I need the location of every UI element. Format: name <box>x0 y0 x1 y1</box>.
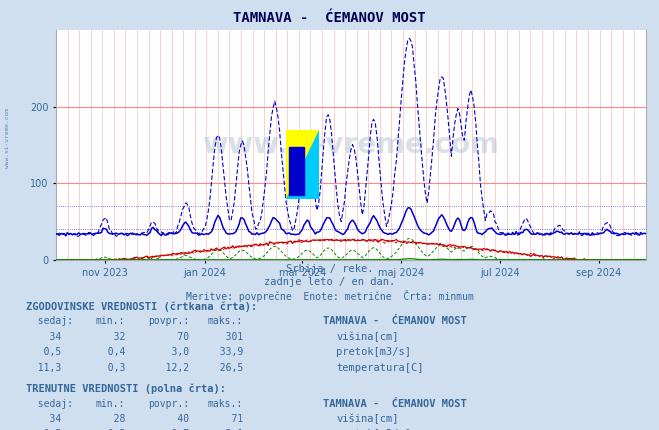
Polygon shape <box>289 147 304 195</box>
Text: 28: 28 <box>96 414 125 424</box>
Text: povpr.:: povpr.: <box>148 316 189 326</box>
Text: 33,9: 33,9 <box>208 347 243 357</box>
Text: TRENUTNE VREDNOSTI (polna črta):: TRENUTNE VREDNOSTI (polna črta): <box>26 383 226 393</box>
Text: višina[cm]: višina[cm] <box>336 332 399 342</box>
Text: višina[cm]: višina[cm] <box>336 414 399 424</box>
Text: min.:: min.: <box>96 316 125 326</box>
Text: povpr.:: povpr.: <box>148 399 189 408</box>
Text: zadnje leto / en dan.: zadnje leto / en dan. <box>264 277 395 287</box>
Text: 0,3: 0,3 <box>96 363 125 373</box>
Text: temperatura[C]: temperatura[C] <box>336 363 424 373</box>
Polygon shape <box>286 130 318 199</box>
Text: sedaj:: sedaj: <box>26 399 73 408</box>
Text: 11,3: 11,3 <box>26 363 61 373</box>
Text: TAMNAVA -  ĆEMANOV MOST: TAMNAVA - ĆEMANOV MOST <box>323 399 467 408</box>
Text: 71: 71 <box>208 414 243 424</box>
Text: www.si-vreme.com: www.si-vreme.com <box>5 108 11 168</box>
Text: 40: 40 <box>148 414 189 424</box>
Text: ZGODOVINSKE VREDNOSTI (črtkana črta):: ZGODOVINSKE VREDNOSTI (črtkana črta): <box>26 301 258 311</box>
Text: 301: 301 <box>208 332 243 342</box>
Text: 70: 70 <box>148 332 189 342</box>
Text: TAMNAVA -  ĆEMANOV MOST: TAMNAVA - ĆEMANOV MOST <box>233 11 426 25</box>
Text: 0,5: 0,5 <box>26 347 61 357</box>
Text: min.:: min.: <box>96 399 125 408</box>
Text: Srbija / reke.: Srbija / reke. <box>286 264 373 274</box>
Text: www.si-vreme.com: www.si-vreme.com <box>202 131 500 159</box>
Text: Meritve: povprečne  Enote: metrične  Črta: minmum: Meritve: povprečne Enote: metrične Črta:… <box>186 290 473 302</box>
Text: 34: 34 <box>26 414 61 424</box>
Text: 32: 32 <box>96 332 125 342</box>
Text: 26,5: 26,5 <box>208 363 243 373</box>
Text: maks.:: maks.: <box>208 316 243 326</box>
Text: 0,4: 0,4 <box>96 347 125 357</box>
Text: maks.:: maks.: <box>208 399 243 408</box>
Text: 12,2: 12,2 <box>148 363 189 373</box>
Polygon shape <box>286 130 318 199</box>
Text: pretok[m3/s]: pretok[m3/s] <box>336 347 411 357</box>
Text: TAMNAVA -  ĆEMANOV MOST: TAMNAVA - ĆEMANOV MOST <box>323 316 467 326</box>
Text: 3,0: 3,0 <box>148 347 189 357</box>
Text: 34: 34 <box>26 332 61 342</box>
Text: sedaj:: sedaj: <box>26 316 73 326</box>
